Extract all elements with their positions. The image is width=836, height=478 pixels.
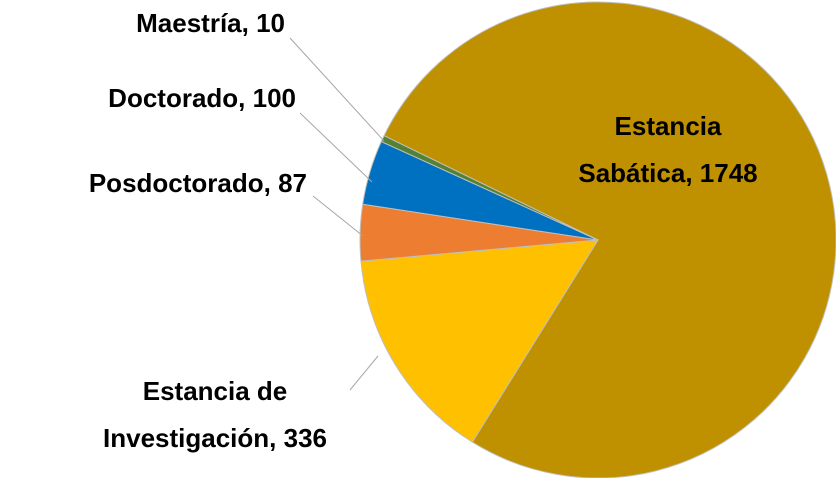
leader-line — [312, 195, 364, 237]
pie-slice — [380, 134, 599, 241]
data-label: Estancia — [615, 111, 722, 141]
data-label: Investigación, 336 — [103, 423, 327, 453]
data-label: Sabática, 1748 — [578, 158, 757, 188]
leader-line — [289, 37, 385, 142]
leader-line — [299, 112, 373, 183]
pie-slice — [360, 239, 599, 443]
data-label: Doctorado, 100 — [108, 83, 296, 113]
data-label: Posdoctorado, 87 — [89, 168, 307, 198]
data-label: Maestría, 10 — [136, 8, 285, 38]
data-label: Estancia de — [143, 376, 288, 406]
leader-line — [349, 355, 379, 391]
pie-slice — [383, 1, 836, 478]
